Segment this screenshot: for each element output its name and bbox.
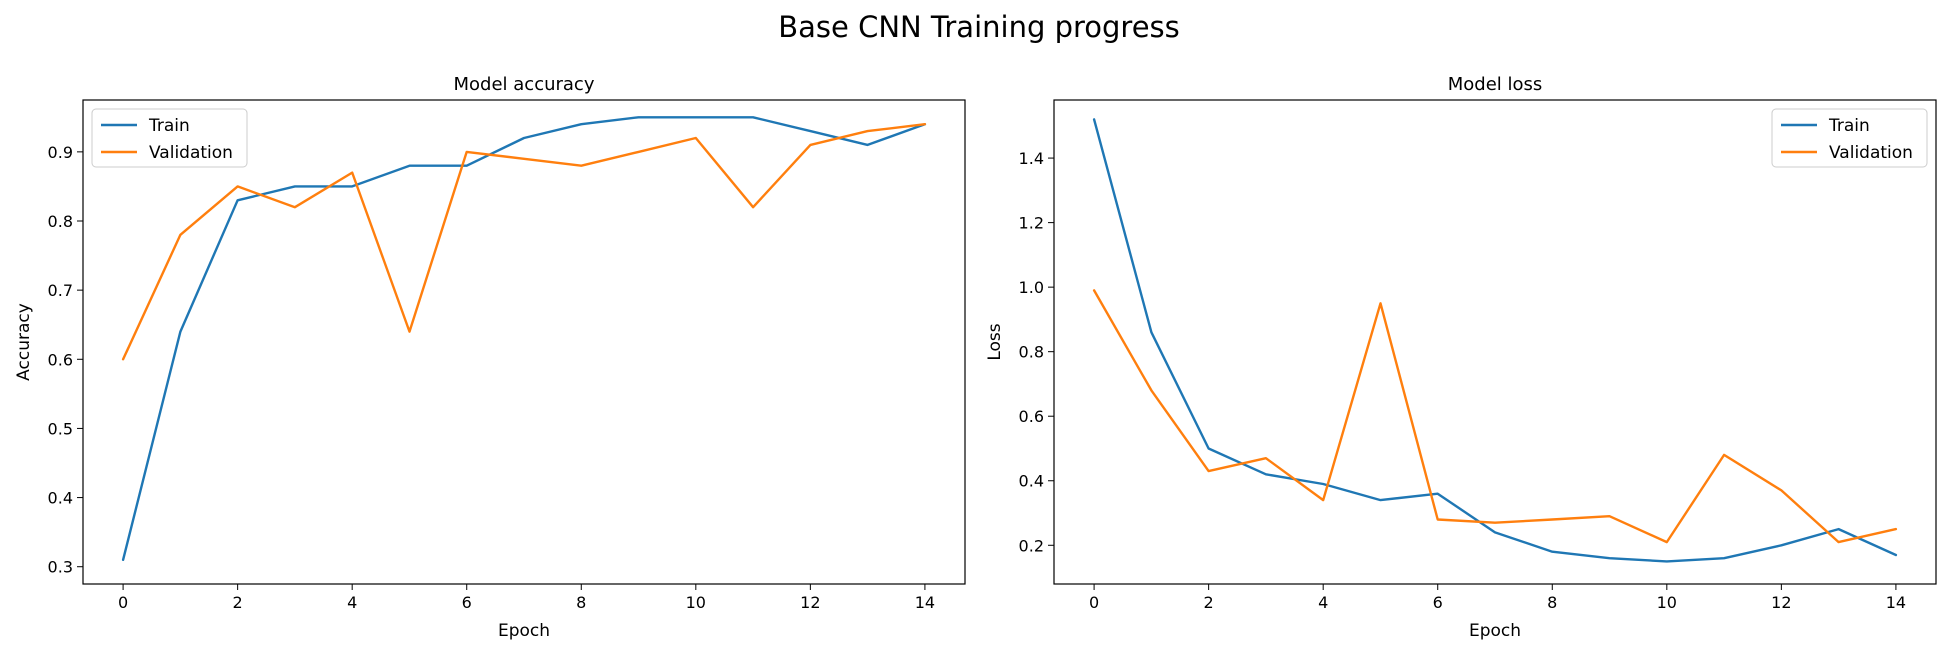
loss-series-validation: [1092, 289, 1898, 544]
accuracy-xtick-label: 6: [462, 593, 472, 612]
accuracy-xlabel: Epoch: [498, 621, 550, 641]
accuracy-series-validation: [121, 122, 927, 361]
accuracy-xtick-label: 14: [915, 593, 935, 612]
loss-ylabel: Loss: [985, 323, 1005, 360]
loss-series-train: [1092, 118, 1898, 563]
loss-ytick-label: 0.2: [1019, 536, 1044, 555]
accuracy-xtick-label: 8: [576, 593, 586, 612]
accuracy-xtick-label: 4: [347, 593, 357, 612]
accuracy-subplot: Model accuracy 0 2 4 6 8 10 12 14 0.3 0.4 0.5 0.6 0.7…: [14, 74, 966, 641]
accuracy-ytick-label: 0.9: [48, 143, 73, 162]
loss-xtick-label: 10: [1657, 593, 1677, 612]
figure-suptitle: Base CNN Training progress: [778, 10, 1180, 44]
loss-ytick-label: 0.8: [1019, 343, 1044, 362]
loss-axes-frame: [1053, 99, 1937, 585]
accuracy-ytick-label: 0.5: [48, 419, 73, 438]
loss-xtick-label: 2: [1204, 593, 1214, 612]
loss-ytick-label: 1.0: [1019, 278, 1044, 297]
loss-xtick-label: 0: [1089, 593, 1099, 612]
loss-xtick-label: 6: [1433, 593, 1443, 612]
loss-xlabel: Epoch: [1469, 621, 1521, 641]
accuracy-legend: Train Validation: [91, 108, 248, 168]
accuracy-title: Model accuracy: [454, 74, 595, 95]
accuracy-ytick-label: 0.7: [48, 281, 73, 300]
loss-legend: Train Validation: [1771, 108, 1928, 168]
loss-xtick-label: 8: [1547, 593, 1557, 612]
loss-ytick-label: 0.4: [1019, 472, 1044, 491]
loss-title: Model loss: [1448, 74, 1543, 95]
loss-xtick-label: 14: [1886, 593, 1906, 612]
loss-ytick-label: 1.4: [1019, 149, 1044, 168]
accuracy-ytick-label: 0.6: [48, 350, 73, 369]
accuracy-xtick-label: 2: [233, 593, 243, 612]
loss-ytick-label: 0.6: [1019, 407, 1044, 426]
accuracy-xtick-label: 12: [800, 593, 820, 612]
accuracy-ytick-label: 0.8: [48, 212, 73, 231]
loss-xtick-label: 4: [1318, 593, 1328, 612]
loss-ytick-label: 1.2: [1019, 214, 1044, 233]
accuracy-ytick-label: 0.3: [48, 558, 73, 577]
accuracy-ytick-label: 0.4: [48, 489, 73, 508]
loss-subplot: Model loss 0 2 4 6 8 10 12 14 0.2 0.4 0.6 0.8 1.0 1.2 1…: [985, 74, 1937, 641]
accuracy-legend-label-validation: Validation: [149, 143, 233, 163]
accuracy-axes-frame: [82, 99, 966, 585]
loss-legend-label-validation: Validation: [1829, 143, 1913, 163]
accuracy-xtick-label: 10: [686, 593, 706, 612]
accuracy-ylabel: Accuracy: [14, 303, 34, 381]
accuracy-legend-label-train: Train: [148, 116, 190, 136]
loss-legend-label-train: Train: [1828, 116, 1870, 136]
loss-xtick-label: 12: [1771, 593, 1791, 612]
accuracy-xtick-label: 0: [118, 593, 128, 612]
accuracy-series-train: [121, 116, 927, 561]
